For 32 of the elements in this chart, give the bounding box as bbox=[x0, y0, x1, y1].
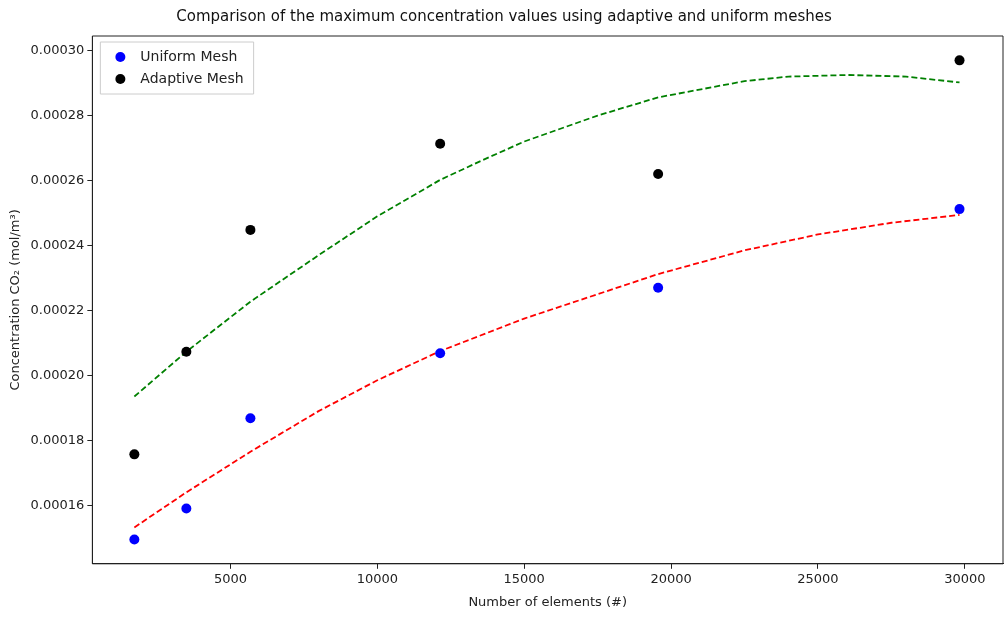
legend-label: Uniform Mesh bbox=[140, 47, 238, 64]
y-tick-label: 0.00024 bbox=[30, 236, 85, 252]
chart-title: Comparison of the maximum concentration values using adaptive and uniform meshes bbox=[176, 6, 832, 25]
point bbox=[245, 413, 256, 424]
point bbox=[653, 169, 664, 180]
y-tick-label: 0.00030 bbox=[30, 41, 85, 57]
point bbox=[435, 138, 446, 149]
point bbox=[181, 346, 192, 357]
legend-label: Adaptive Mesh bbox=[140, 69, 244, 86]
y-axis-title: Concentration CO₂ (mol/m³) bbox=[7, 209, 23, 391]
y-tick-label: 0.00022 bbox=[30, 301, 85, 317]
line-series bbox=[133, 74, 961, 398]
x-axis-title: Number of elements (#) bbox=[468, 593, 627, 609]
point bbox=[245, 224, 256, 235]
point bbox=[129, 449, 140, 460]
x-tick-label: 5000 bbox=[213, 570, 247, 586]
point bbox=[435, 348, 446, 359]
point bbox=[653, 282, 664, 293]
y-tick-label: 0.00018 bbox=[30, 431, 85, 447]
point bbox=[954, 55, 965, 66]
y-tick-label: 0.00028 bbox=[30, 106, 85, 122]
y-tick-label: 0.00016 bbox=[30, 496, 85, 512]
x-tick-label: 30000 bbox=[944, 570, 986, 586]
point bbox=[181, 503, 192, 514]
y-tick-label: 0.00026 bbox=[30, 171, 85, 187]
x-tick-label: 15000 bbox=[503, 570, 545, 586]
x-tick-label: 10000 bbox=[356, 570, 398, 586]
x-tick-label: 25000 bbox=[797, 570, 839, 586]
point bbox=[129, 534, 140, 545]
x-tick-label: 20000 bbox=[650, 570, 692, 586]
point bbox=[954, 204, 965, 215]
y-tick-label: 0.00020 bbox=[30, 366, 85, 382]
